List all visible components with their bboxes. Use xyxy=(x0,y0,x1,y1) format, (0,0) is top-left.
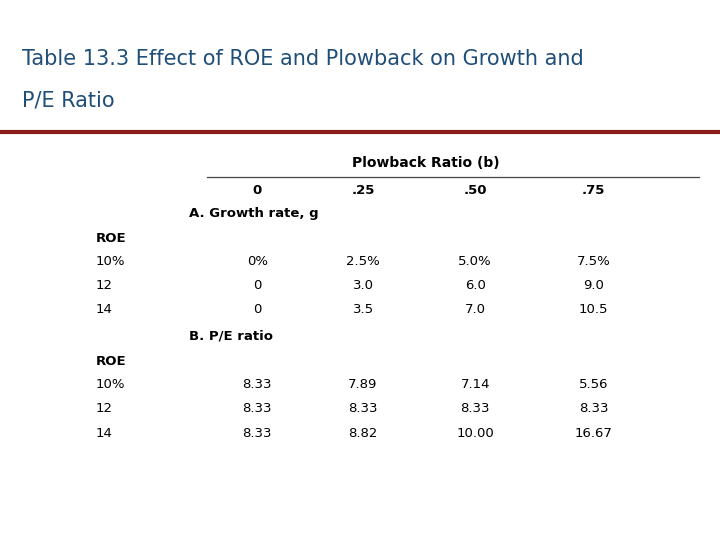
Text: 7.5%: 7.5% xyxy=(577,255,611,268)
Text: 10.00: 10.00 xyxy=(456,427,494,440)
Text: 13-13: 13-13 xyxy=(662,518,698,531)
Text: 10%: 10% xyxy=(95,379,125,392)
Text: 2.5%: 2.5% xyxy=(346,255,380,268)
Text: 5.56: 5.56 xyxy=(579,379,608,392)
Text: 0%: 0% xyxy=(247,255,268,268)
Text: 8.33: 8.33 xyxy=(243,402,272,415)
Text: 8.33: 8.33 xyxy=(243,379,272,392)
Text: 8.33: 8.33 xyxy=(579,402,608,415)
Text: .50: .50 xyxy=(464,184,487,197)
Text: 14: 14 xyxy=(95,427,112,440)
Text: 6.0: 6.0 xyxy=(464,279,485,292)
Text: 12: 12 xyxy=(95,402,112,415)
Text: 0: 0 xyxy=(253,303,261,316)
Text: 7.89: 7.89 xyxy=(348,379,378,392)
Text: 8.82: 8.82 xyxy=(348,427,378,440)
Text: 16.67: 16.67 xyxy=(575,427,613,440)
Text: 8.33: 8.33 xyxy=(460,402,490,415)
Text: 5.0%: 5.0% xyxy=(459,255,492,268)
Text: .75: .75 xyxy=(582,184,606,197)
Text: 3.0: 3.0 xyxy=(353,279,374,292)
Text: 10.5: 10.5 xyxy=(579,303,608,316)
Text: .25: .25 xyxy=(351,184,374,197)
Text: Table 13.3 Effect of ROE and Plowback on Growth and: Table 13.3 Effect of ROE and Plowback on… xyxy=(22,49,583,69)
Text: 12: 12 xyxy=(95,279,112,292)
Text: 7.0: 7.0 xyxy=(464,303,486,316)
Text: B. P/E ratio: B. P/E ratio xyxy=(189,329,273,343)
Text: 0: 0 xyxy=(253,184,262,197)
Text: ROE: ROE xyxy=(95,355,126,368)
Text: A. Growth rate, g: A. Growth rate, g xyxy=(189,207,318,220)
Text: 0: 0 xyxy=(253,279,261,292)
Text: Plowback Ratio (b): Plowback Ratio (b) xyxy=(351,156,499,170)
Text: ROE: ROE xyxy=(95,232,126,245)
Text: 8.33: 8.33 xyxy=(348,402,378,415)
Text: 7.14: 7.14 xyxy=(460,379,490,392)
Text: 9.0: 9.0 xyxy=(583,279,604,292)
Text: 8.33: 8.33 xyxy=(243,427,272,440)
Text: 14: 14 xyxy=(95,303,112,316)
Text: P/E Ratio: P/E Ratio xyxy=(22,91,114,111)
Text: 10%: 10% xyxy=(95,255,125,268)
Text: 3.5: 3.5 xyxy=(353,303,374,316)
